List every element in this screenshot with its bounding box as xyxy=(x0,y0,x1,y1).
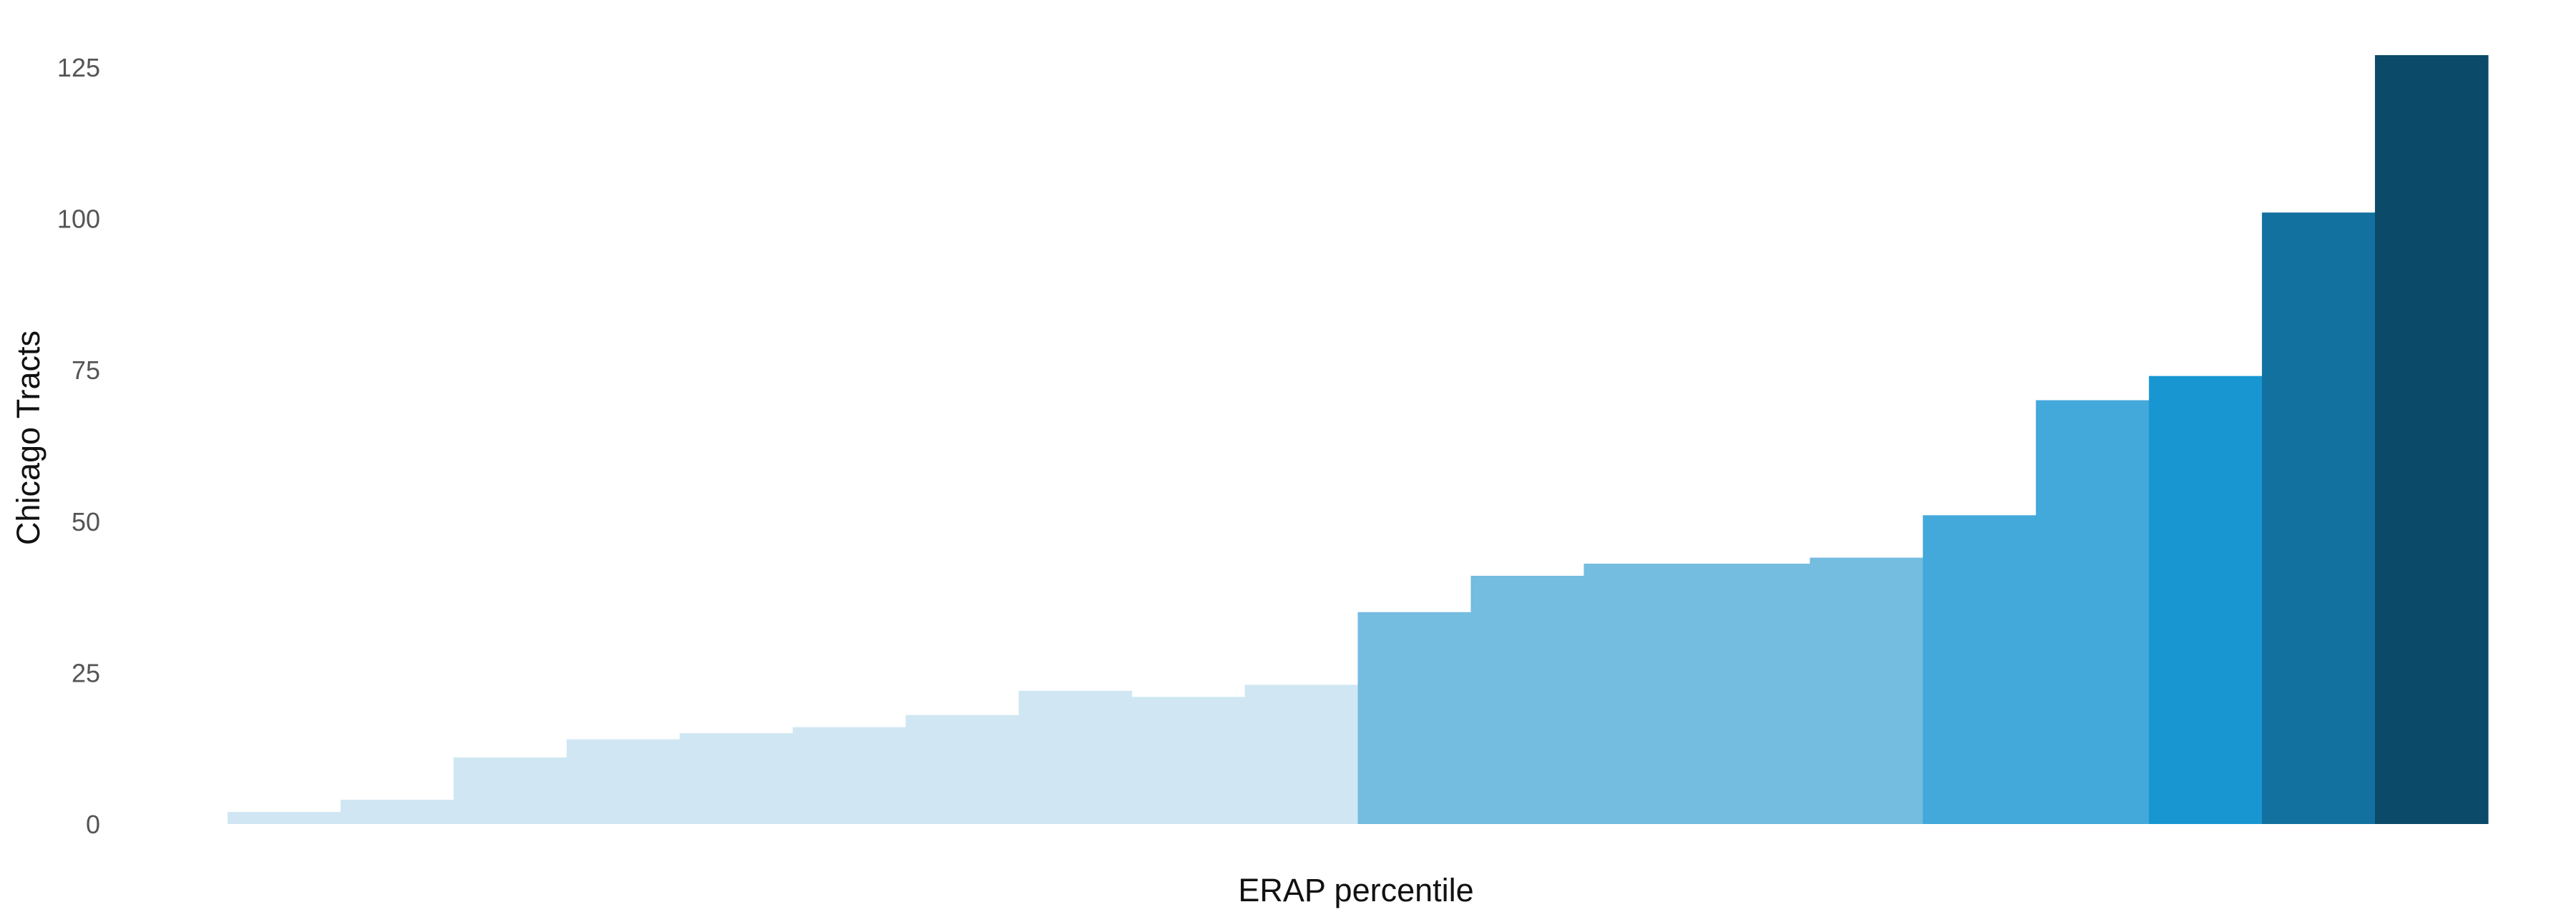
bar-15 xyxy=(1810,557,1923,824)
bar-17 xyxy=(2036,400,2150,824)
bar-9 xyxy=(1131,697,1246,824)
y-tick-label: 125 xyxy=(57,53,100,82)
bar-13 xyxy=(1584,564,1697,824)
bars xyxy=(228,55,2489,825)
bar-11 xyxy=(1357,612,1472,824)
bar-3 xyxy=(453,757,567,824)
y-tick-label: 75 xyxy=(72,356,100,385)
bar-14 xyxy=(1697,564,1810,824)
y-tick-label: 25 xyxy=(72,658,100,687)
bar-12 xyxy=(1470,575,1584,824)
bar-8 xyxy=(1018,690,1133,824)
bar-4 xyxy=(566,739,680,824)
y-tick-label: 50 xyxy=(72,507,100,536)
y-axis-title: Chicago Tracts xyxy=(10,330,47,545)
bar-16 xyxy=(1923,515,2036,824)
x-axis-title: ERAP percentile xyxy=(1238,872,1473,908)
bar-5 xyxy=(679,733,794,824)
y-tick-label: 100 xyxy=(57,205,100,234)
bar-10 xyxy=(1244,685,1359,824)
y-axis-ticks: 0 25 50 75 100 125 xyxy=(57,53,100,839)
bar-20 xyxy=(2375,55,2489,825)
bar-7 xyxy=(905,715,1020,824)
bar-6 xyxy=(792,727,907,824)
bar-18 xyxy=(2149,376,2263,824)
bar-1 xyxy=(228,812,341,824)
y-tick-label: 0 xyxy=(86,810,100,839)
bar-19 xyxy=(2262,212,2376,824)
bar-2 xyxy=(340,800,454,824)
